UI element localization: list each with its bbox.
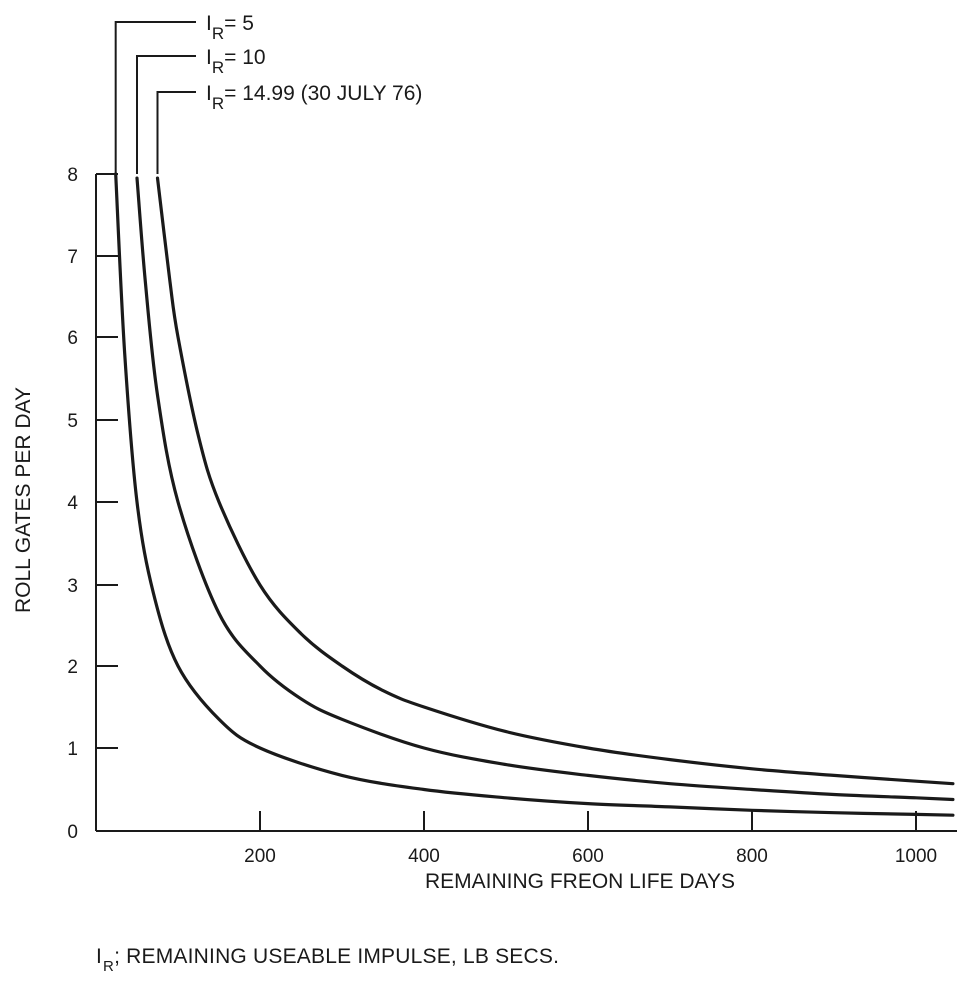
chart-series-group <box>114 172 955 817</box>
callout-ir-5-leader <box>114 21 196 174</box>
callout-ir-14-99-label: IR= 14.99 (30 JULY 76) <box>206 82 422 113</box>
callout-ir-5-label: IR= 5 <box>206 12 254 43</box>
footnote: IR; REMAINING USEABLE IMPULSE, LB SECS. <box>96 945 560 975</box>
callout-ir-10-label: IR= 10 <box>206 46 266 77</box>
y-tick-label: 7 <box>67 247 78 268</box>
callout-ir-14-99-leader <box>156 91 196 174</box>
y-tick-label: 8 <box>67 165 78 186</box>
series-ir-5-curve <box>114 172 955 817</box>
series-ir-10-curve <box>135 176 955 802</box>
series-ir-14-99-curve <box>155 176 955 786</box>
y-tick-label: 4 <box>67 493 78 514</box>
footnote-subscript: R <box>103 958 115 975</box>
y-tick-label: 2 <box>67 657 78 678</box>
x-tick-label: 200 <box>244 846 276 867</box>
footnote-text: ; REMAINING USEABLE IMPULSE, LB SECS. <box>114 945 560 968</box>
callout-ir-10-leader <box>136 55 196 174</box>
y-axis-label: ROLL GATES PER DAY <box>12 387 35 613</box>
series-callouts: IR= 5IR= 10 IR= 14.99 (30 JULY 76) <box>114 12 422 174</box>
y-tick-label: 5 <box>67 411 78 432</box>
y-tick-label: 0 <box>67 822 78 843</box>
chart-axes: 0 1 2 3 4 5 6 7 8 200 400 600 800 1000 <box>67 165 957 867</box>
x-tick-label: 1000 <box>895 846 937 867</box>
x-axis-label: REMAINING FREON LIFE DAYS <box>425 870 735 893</box>
x-tick-label: 800 <box>736 846 768 867</box>
y-tick-label: 1 <box>67 739 78 760</box>
x-tick-label: 600 <box>572 846 604 867</box>
x-tick-label: 400 <box>408 846 440 867</box>
y-tick-label: 3 <box>67 576 78 597</box>
y-tick-label: 6 <box>67 328 78 349</box>
footnote-symbol: I <box>96 945 103 968</box>
